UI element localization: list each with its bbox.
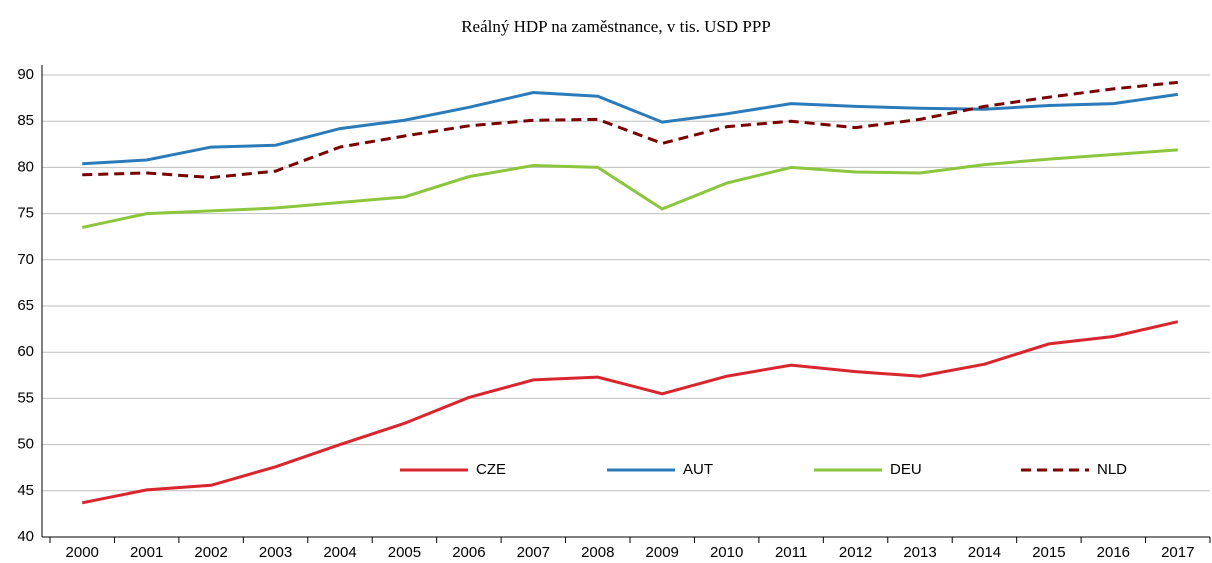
x-tick-label: 2007 <box>517 544 550 561</box>
y-tick-label: 70 <box>17 251 34 268</box>
x-tick-label: 2008 <box>581 544 614 561</box>
y-tick-label: 85 <box>17 112 34 129</box>
x-tick-label: 2010 <box>710 544 743 561</box>
x-tick-label: 2017 <box>1161 544 1194 561</box>
y-tick-label: 40 <box>17 528 34 545</box>
x-tick-label: 2003 <box>259 544 292 561</box>
x-tick-label: 2005 <box>388 544 421 561</box>
y-tick-label: 90 <box>17 66 34 83</box>
x-tick-label: 2001 <box>130 544 163 561</box>
x-tick-label: 2013 <box>903 544 936 561</box>
x-tick-label: 2014 <box>968 544 1001 561</box>
x-tick-label: 2011 <box>775 544 807 561</box>
x-tick-label: 2016 <box>1097 544 1130 561</box>
y-tick-label: 60 <box>17 343 34 360</box>
legend-label: NLD <box>1097 461 1127 478</box>
series-line <box>81 148 1178 229</box>
y-tick-label: 50 <box>17 436 34 453</box>
x-tick-label: 2009 <box>646 544 679 561</box>
legend-label: AUT <box>683 461 713 478</box>
x-tick-label: 2012 <box>839 544 872 561</box>
x-tick-label: 2000 <box>66 544 99 561</box>
x-tick-label: 2015 <box>1032 544 1065 561</box>
legend-label: DEU <box>890 461 922 478</box>
series-line <box>81 320 1179 505</box>
y-tick-label: 75 <box>17 205 34 222</box>
y-tick-label: 55 <box>17 389 34 406</box>
series-line <box>82 80 1178 180</box>
x-tick-label: 2002 <box>194 544 227 561</box>
series-line <box>82 91 1178 166</box>
y-tick-label: 45 <box>17 482 34 499</box>
y-tick-label: 65 <box>17 297 34 314</box>
x-tick-label: 2006 <box>452 544 485 561</box>
y-tick-label: 80 <box>17 158 34 175</box>
legend-label: CZE <box>476 461 506 478</box>
x-tick-label: 2004 <box>323 544 356 561</box>
chart-title: Reálný HDP na zaměstnance, v tis. USD PP… <box>461 17 771 36</box>
